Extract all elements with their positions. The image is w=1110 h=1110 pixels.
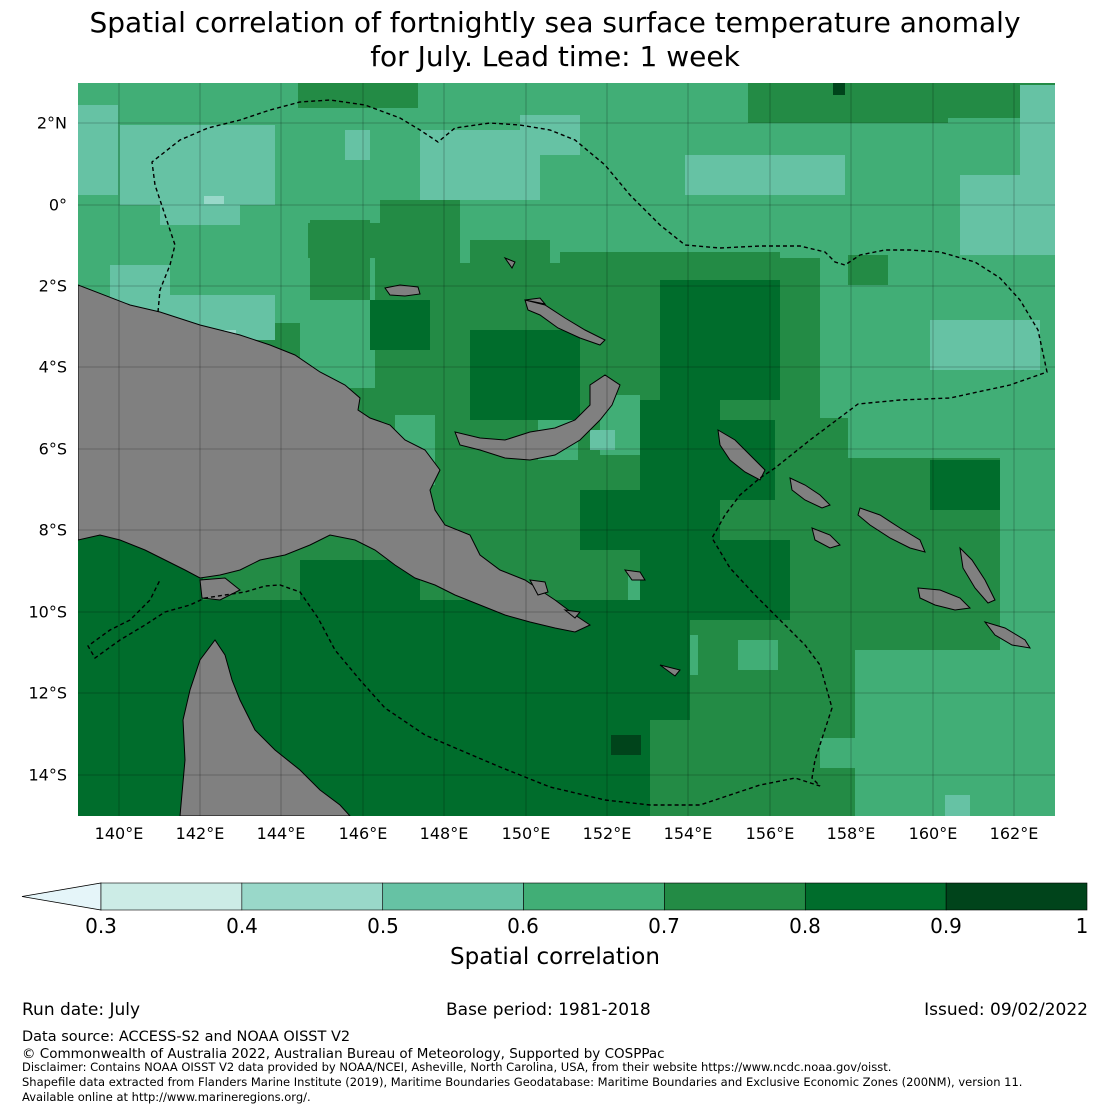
colorbar-extend-min-arrow (21, 882, 102, 911)
colorbar-tick-0.7: 0.7 (648, 914, 680, 938)
colorbar-tick-0.3: 0.3 (85, 914, 117, 938)
colorbar-segment-0.6-0.7 (523, 882, 665, 911)
lon-label-156e: 156°E (745, 824, 795, 843)
lat-label-4s: 4°S (38, 357, 67, 377)
lon-label-152e: 152°E (582, 824, 632, 843)
new-hanover (524, 297, 547, 305)
misima-island (563, 609, 581, 619)
lat-label-10s: 10°S (28, 602, 67, 622)
small-island (503, 256, 516, 269)
cape-york-peninsula (179, 639, 351, 816)
colorbar-tick-0.6: 0.6 (507, 914, 539, 938)
colorbar-segment-0.9-1 (945, 882, 1088, 911)
new-guinea-landmass (78, 284, 592, 633)
colorbar-title: Spatial correlation (450, 944, 660, 970)
woodlark-island (623, 569, 646, 581)
lat-label-0: 0° (48, 195, 67, 215)
colorbar-segment-0.8-0.9 (804, 882, 947, 911)
manus-island (384, 284, 421, 297)
title-line-2: for July. Lead time: 1 week (370, 40, 740, 73)
colorbar-tick-0.9: 0.9 (930, 914, 962, 938)
lon-label-158e: 158°E (826, 824, 876, 843)
lon-label-162e: 162°E (989, 824, 1039, 843)
lat-label-2s: 2°S (38, 276, 67, 296)
colorbar-tick-0.5: 0.5 (367, 914, 399, 938)
frederik-hendrik-island (199, 577, 241, 601)
new-ireland (524, 299, 606, 346)
new-georgia-island (811, 527, 841, 549)
lon-label-146e: 146°E (338, 824, 388, 843)
santa-isabel-island (857, 507, 926, 553)
lon-label-144e: 144°E (256, 824, 306, 843)
issued-date: Issued: 09/02/2022 (924, 1000, 1088, 1020)
lat-label-6s: 6°S (38, 439, 67, 459)
base-period: Base period: 1981-2018 (446, 1000, 651, 1020)
data-source: Data source: ACCESS-S2 and NOAA OISST V2 (22, 1029, 351, 1045)
map-gridlines (78, 83, 1055, 816)
colorbar-segment-0.4-0.5 (241, 882, 384, 911)
run-date: Run date: July (22, 1000, 141, 1020)
lat-label-2n: 2°N (36, 113, 67, 133)
lon-label-142e: 142°E (175, 824, 225, 843)
chart-title: Spatial correlation of fortnightly sea s… (0, 6, 1110, 74)
choiseul-island (789, 477, 831, 509)
disclaimer-line-2: Shapefile data extracted from Flanders M… (22, 1075, 1023, 1089)
colorbar-segment-0.5-0.6 (382, 882, 524, 911)
lat-label-8s: 8°S (38, 520, 67, 540)
land (78, 256, 1032, 816)
correlation-0.7-0.8-areas (298, 83, 948, 300)
colorbar-tick-1: 1 (1075, 914, 1089, 938)
fergusson-island (529, 579, 549, 596)
eez-boundary (87, 99, 1048, 806)
disclaimer-line-1: Disclaimer: Contains NOAA OISST V2 data … (22, 1060, 892, 1074)
lat-label-12s: 12°S (28, 683, 67, 703)
lon-label-140e: 140°E (94, 824, 144, 843)
lon-label-160e: 160°E (908, 824, 958, 843)
colorbar-tick-0.8: 0.8 (789, 914, 821, 938)
colorbar-segment-0.7-0.8 (664, 882, 806, 911)
disclaimer: Disclaimer: Contains NOAA OISST V2 data … (22, 1060, 1022, 1105)
rossel-island (659, 664, 681, 677)
guadalcanal-island (917, 587, 972, 611)
lon-label-150e: 150°E (501, 824, 551, 843)
lon-label-154e: 154°E (663, 824, 713, 843)
title-line-1: Spatial correlation of fortnightly sea s… (89, 6, 1021, 39)
colorbar-segment-0.3-0.4 (100, 882, 243, 911)
disclaimer-line-3: Available online at http://www.marinereg… (22, 1090, 311, 1104)
malaita-island (959, 546, 996, 604)
new-britain (454, 374, 621, 461)
colorbar (21, 882, 1088, 911)
makira-island (983, 621, 1032, 649)
lon-label-148e: 148°E (419, 824, 469, 843)
copyright: © Commonwealth of Australia 2022, Austra… (22, 1046, 665, 1062)
colorbar-tick-0.4: 0.4 (226, 914, 258, 938)
lat-label-14s: 14°S (28, 765, 67, 785)
bougainville (717, 429, 766, 481)
correlation-0.9-1-areas (611, 83, 845, 755)
